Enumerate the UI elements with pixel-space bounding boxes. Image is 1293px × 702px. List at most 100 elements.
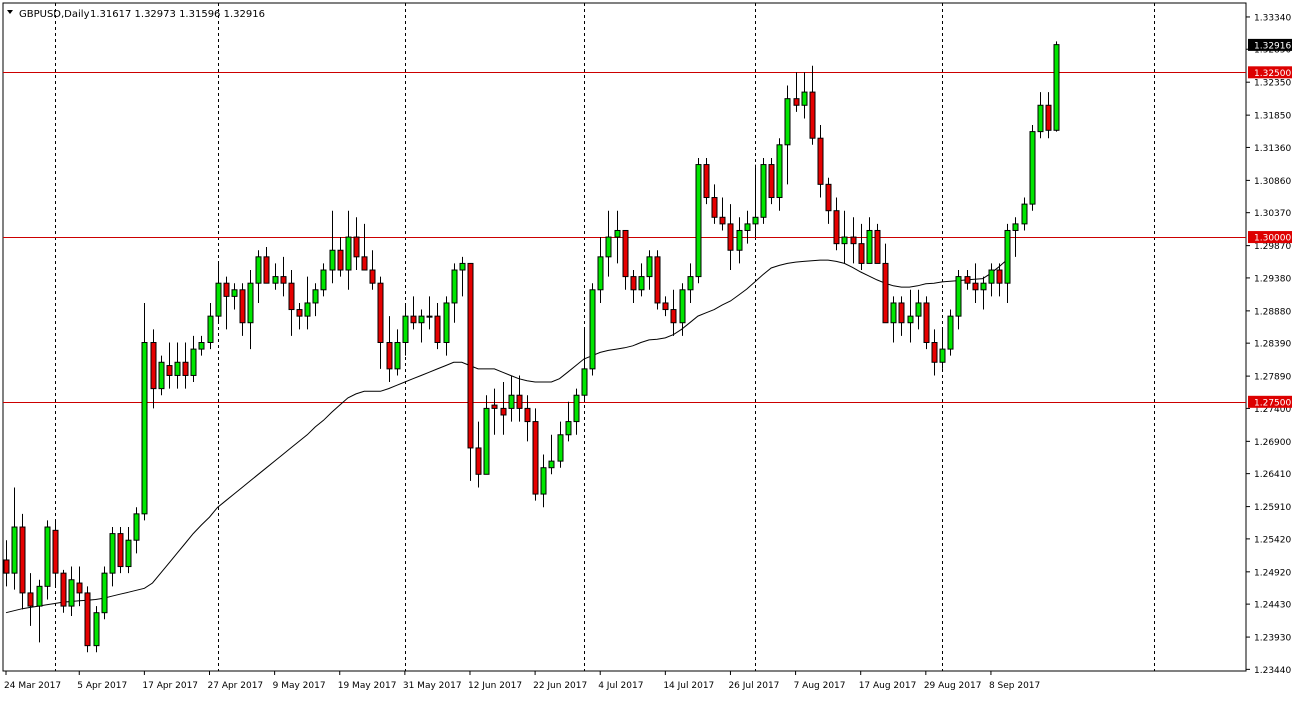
candle[interactable] [947, 309, 954, 356]
candle[interactable] [255, 250, 262, 303]
candle[interactable] [491, 388, 498, 435]
candle[interactable] [44, 520, 51, 600]
candle[interactable] [141, 302, 148, 521]
candle[interactable] [272, 263, 279, 290]
candle[interactable] [711, 184, 718, 224]
candle[interactable] [68, 566, 75, 616]
candle[interactable] [565, 401, 572, 442]
candle[interactable] [1037, 92, 1044, 139]
candle[interactable] [809, 65, 816, 145]
candle[interactable] [841, 210, 848, 264]
candle[interactable] [874, 223, 881, 264]
candle[interactable] [898, 296, 905, 336]
candle[interactable] [1029, 125, 1036, 211]
candle[interactable] [304, 276, 311, 330]
candle[interactable] [882, 243, 889, 324]
candle[interactable] [377, 276, 384, 369]
candle[interactable] [1012, 217, 1019, 257]
candle[interactable] [386, 316, 393, 383]
candle[interactable] [931, 329, 938, 376]
candle[interactable] [988, 263, 995, 297]
candle[interactable] [890, 296, 897, 343]
candle[interactable] [1004, 223, 1011, 303]
candle[interactable] [866, 217, 873, 264]
candle[interactable] [361, 223, 368, 271]
candle[interactable] [548, 434, 555, 475]
candle[interactable] [670, 289, 677, 336]
candle[interactable] [768, 157, 775, 205]
candle[interactable] [817, 125, 824, 198]
candle[interactable] [19, 513, 26, 610]
candle[interactable] [158, 355, 165, 396]
candle[interactable] [630, 270, 637, 303]
candle[interactable] [939, 329, 946, 369]
candle[interactable] [182, 342, 189, 389]
candle[interactable] [312, 283, 319, 317]
candle[interactable] [93, 606, 100, 653]
candle[interactable] [793, 72, 800, 112]
candle[interactable] [345, 210, 352, 290]
candle[interactable] [597, 237, 604, 303]
candle[interactable] [443, 296, 450, 356]
candle[interactable] [605, 210, 612, 277]
candle[interactable] [3, 540, 10, 587]
candle[interactable] [101, 566, 108, 620]
candle[interactable] [426, 296, 433, 330]
candle[interactable] [540, 454, 547, 508]
candle[interactable] [117, 527, 124, 574]
candle[interactable] [638, 263, 645, 297]
candle[interactable] [1045, 92, 1052, 139]
candle[interactable] [972, 263, 979, 303]
candle[interactable] [524, 395, 531, 442]
candle[interactable] [125, 527, 132, 574]
candle[interactable] [296, 302, 303, 330]
candle[interactable] [1053, 41, 1060, 132]
candle[interactable] [850, 217, 857, 264]
candle[interactable] [84, 586, 91, 653]
candle[interactable] [223, 276, 230, 330]
candle[interactable] [703, 157, 710, 205]
candle[interactable] [744, 210, 751, 244]
candle[interactable] [60, 569, 67, 613]
candle[interactable] [679, 283, 686, 336]
candle[interactable] [964, 270, 971, 290]
candle[interactable] [337, 237, 344, 277]
candle[interactable] [573, 388, 580, 435]
candle[interactable] [166, 342, 173, 389]
candle[interactable] [190, 335, 197, 383]
candle[interactable] [532, 408, 539, 501]
candle[interactable] [727, 204, 734, 271]
candle[interactable] [394, 329, 401, 376]
candle[interactable] [776, 138, 783, 211]
chevron-down-icon[interactable] [7, 10, 13, 14]
candle[interactable] [231, 283, 238, 310]
candle[interactable] [695, 157, 702, 284]
candle[interactable] [581, 329, 588, 402]
candle[interactable] [907, 289, 914, 343]
candle[interactable] [353, 217, 360, 271]
candle[interactable] [280, 256, 287, 297]
candle[interactable] [662, 296, 669, 317]
candle[interactable] [508, 375, 515, 422]
candle[interactable] [109, 527, 116, 587]
candle[interactable] [475, 421, 482, 488]
candle[interactable] [752, 164, 759, 238]
candle[interactable] [923, 296, 930, 350]
candle[interactable] [784, 85, 791, 185]
candle[interactable] [320, 263, 327, 297]
candle[interactable] [27, 573, 34, 626]
candle[interactable] [833, 197, 840, 251]
candle[interactable] [646, 250, 653, 290]
candle[interactable] [858, 223, 865, 271]
candle[interactable] [263, 246, 270, 284]
candle[interactable] [207, 302, 214, 350]
candle[interactable] [801, 72, 808, 119]
candle[interactable] [516, 375, 523, 422]
candle[interactable] [198, 335, 205, 356]
candle[interactable] [133, 507, 140, 554]
candle[interactable] [500, 382, 507, 435]
candle[interactable] [825, 177, 832, 224]
candle[interactable] [736, 217, 743, 264]
candle[interactable] [36, 579, 43, 643]
